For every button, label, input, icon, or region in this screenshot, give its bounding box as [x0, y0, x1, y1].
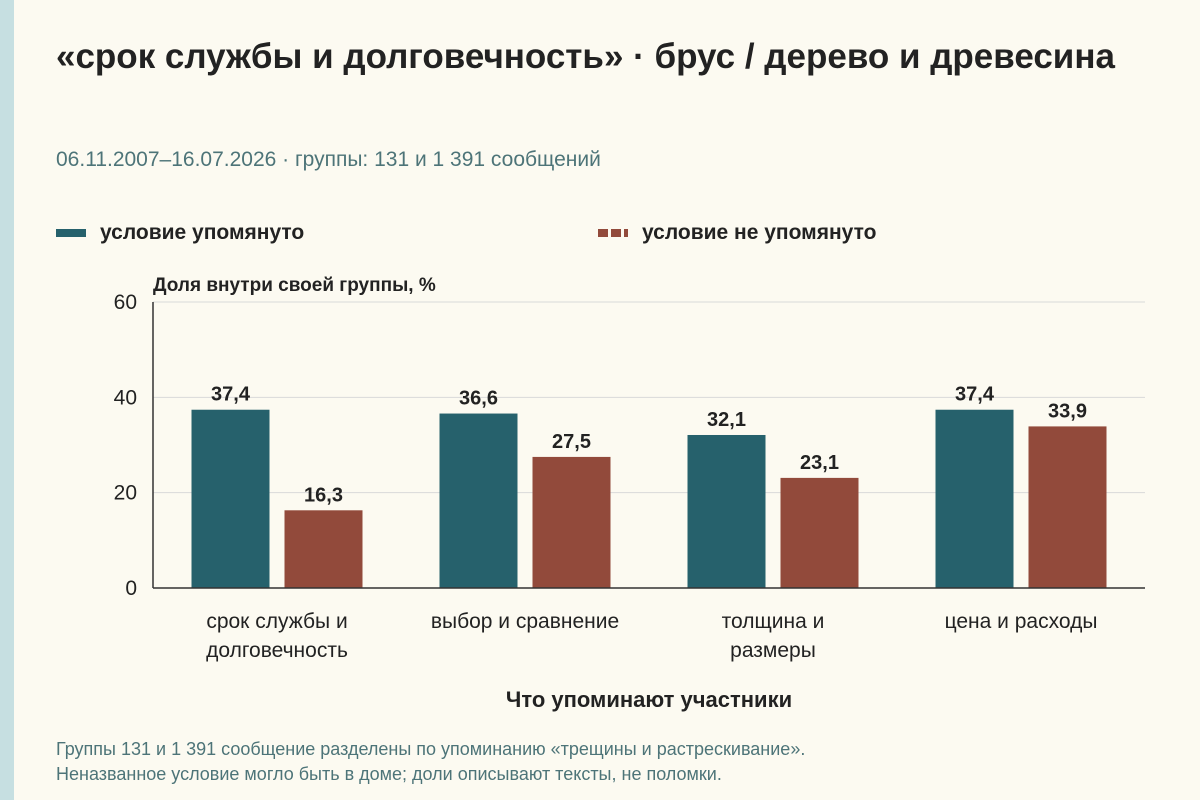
bar [191, 409, 270, 588]
x-tick-label: цена и расходы [945, 610, 1098, 633]
legend-swatch-mentioned [56, 229, 86, 237]
x-tick-label-line: размеры [730, 639, 816, 662]
x-tick-label-line: долговечность [206, 639, 348, 662]
x-tick-label-line: цена и расходы [945, 610, 1098, 633]
left-accent-stripe [0, 0, 14, 800]
legend-label-not-mentioned: условие не упомянуто [642, 221, 877, 244]
footnote-line-2: Неназванное условие могло быть в доме; д… [56, 764, 722, 784]
chart-title: «срок службы и долговечность» · брус / д… [56, 37, 1115, 76]
bar [284, 510, 363, 588]
x-tick-label: толщина и размеры [722, 610, 825, 662]
bar-value-label: 37,4 [211, 384, 251, 406]
legend-swatch-not-mentioned [598, 229, 628, 237]
bar-value-label: 16,3 [304, 484, 343, 506]
bar [687, 434, 766, 588]
x-tick-label: выбор и сравнение [431, 610, 619, 633]
x-tick-label-line: срок службы и [206, 610, 347, 633]
chart-subtitle: 06.11.2007–16.07.2026 · группы: 131 и 1 … [56, 148, 601, 171]
x-axis-label: Что упоминают участники [506, 687, 792, 712]
footnote: Группы 131 и 1 391 сообщение разделены п… [56, 737, 805, 787]
y-tick-label: 20 [114, 482, 137, 505]
y-axis-label: Доля внутри своей группы, % [153, 275, 436, 296]
bar-value-label: 37,4 [955, 384, 995, 406]
x-tick-label-line: выбор и сравнение [431, 610, 619, 633]
bar [532, 456, 611, 588]
x-tick-label: срок службы и долговечность [206, 610, 348, 662]
y-tick-label: 60 [114, 291, 137, 314]
bar-value-label: 32,1 [707, 409, 746, 431]
bar [935, 409, 1014, 588]
bar [1028, 426, 1107, 588]
footnote-line-1: Группы 131 и 1 391 сообщение разделены п… [56, 739, 806, 759]
y-tick-label: 0 [125, 577, 137, 600]
bar [439, 413, 518, 588]
bar-value-label: 27,5 [552, 431, 591, 453]
x-tick-label-line: толщина и [722, 610, 825, 633]
bar-value-label: 23,1 [800, 452, 839, 474]
legend-item-not-mentioned: условие не упомянуто [598, 220, 876, 246]
bar-value-label: 33,9 [1048, 400, 1087, 422]
y-tick-label: 40 [114, 386, 137, 409]
bar-value-label: 36,6 [459, 388, 498, 410]
legend-item-mentioned: условие упомянуто [56, 220, 304, 246]
bar [780, 477, 859, 588]
legend-label-mentioned: условие упомянуто [100, 221, 305, 244]
